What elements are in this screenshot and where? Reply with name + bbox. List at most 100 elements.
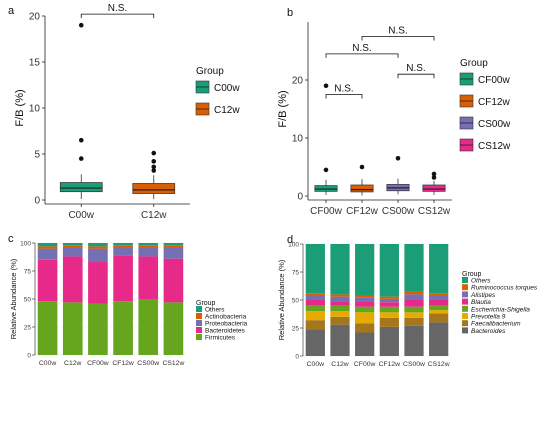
bar-segment-escherichia-shigella xyxy=(379,306,399,313)
box-outlier xyxy=(78,22,84,28)
legend-label: CS00w xyxy=(478,119,511,130)
legend-swatch xyxy=(462,327,468,334)
bar-segment-others xyxy=(88,243,108,247)
y-tick-label: 25 xyxy=(292,326,300,333)
significance-bracket xyxy=(361,36,435,41)
y-tick-label: 25 xyxy=(24,325,32,332)
bar-segment-actinobacteria xyxy=(113,245,133,248)
box-outlier xyxy=(151,164,157,170)
box-outlier xyxy=(78,137,84,143)
bar-segment-bacteroidetes xyxy=(37,259,58,302)
bar-segment-actinobacteria xyxy=(138,245,159,248)
panel-d-stacked-bar: d 0 25 50 75 100 Relative Abundance (%) C00w C12… xyxy=(277,234,538,368)
y-tick-label: 0 xyxy=(27,353,31,360)
box-cf12w xyxy=(350,184,374,193)
bar-segment-others xyxy=(355,244,375,296)
box-outlier xyxy=(151,168,157,173)
bar-segment-firmicutes xyxy=(88,303,108,355)
significance-bracket xyxy=(397,73,435,79)
bar-segment-others xyxy=(330,244,350,295)
significance-label: N.S. xyxy=(108,3,127,14)
bar-segment-prevotella-9 xyxy=(355,312,375,324)
bar-segment-firmicutes xyxy=(113,301,133,355)
y-tick-label: 5 xyxy=(34,150,40,161)
significance-bracket xyxy=(80,13,155,19)
x-tick-label: C12w xyxy=(331,361,348,368)
bar-segment-firmicutes xyxy=(37,301,58,355)
legend-label: CS12w xyxy=(478,141,511,152)
bar-segment-bacteroides xyxy=(379,326,399,356)
bar-segment-ruminococcus-torques xyxy=(404,291,424,295)
box-outlier xyxy=(323,167,329,173)
y-tick-label: 50 xyxy=(292,298,300,305)
x-tick-label: C12w xyxy=(64,360,81,367)
bar-segment-proteobacteria xyxy=(113,247,133,256)
legend-swatch xyxy=(462,298,468,305)
bar-segment-others xyxy=(379,244,399,297)
bar-segment-alistipes xyxy=(429,295,449,300)
significance-label: N.S. xyxy=(334,84,353,95)
bar-segment-ruminococcus-torques xyxy=(429,293,449,296)
x-tick-label: CS00w xyxy=(137,360,159,367)
x-tick-label: CF12w xyxy=(346,206,378,217)
y-axis-label: F/B (%) xyxy=(277,90,289,127)
bar-segment-bacteroides xyxy=(355,332,375,356)
legend-swatch xyxy=(196,334,202,340)
bar-segment-firmicutes xyxy=(163,302,184,355)
panel-label-c: c xyxy=(8,233,14,245)
legend-label: Bacteroidetes xyxy=(205,328,245,335)
x-tick-label: CS12w xyxy=(428,361,450,368)
y-tick-label: 0 xyxy=(34,196,40,207)
y-axis-label: Relative Abundance (%) xyxy=(9,258,18,339)
bar-segment-alistipes xyxy=(305,295,325,300)
box-cs12w xyxy=(422,184,446,192)
x-tick-label: CS00w xyxy=(382,206,415,217)
box-outlier xyxy=(359,164,365,170)
significance-label: N.S. xyxy=(388,26,407,37)
bar-segment-others xyxy=(37,243,58,247)
legend-label: Others xyxy=(471,278,491,285)
bar-segment-proteobacteria xyxy=(138,247,159,257)
x-tick-label: CF00w xyxy=(354,361,376,368)
y-axis-label: Relative Abundance (%) xyxy=(277,259,286,340)
bar-segment-bacteroidetes xyxy=(88,262,108,304)
box-outlier xyxy=(151,159,157,164)
y-tick-label: 10 xyxy=(292,134,304,145)
legend-label: Faecalibacterium xyxy=(471,321,521,328)
bar-segment-proteobacteria xyxy=(163,247,184,259)
bar-segment-proteobacteria xyxy=(88,248,108,263)
legend-title: Group xyxy=(460,58,488,69)
bar-segment-faecalibacterium xyxy=(429,313,449,323)
legend-swatch xyxy=(196,313,202,319)
bar-segment-bacteroidetes xyxy=(113,255,133,302)
bar-segment-others xyxy=(163,243,184,246)
legend-label: Prevotella 9 xyxy=(471,314,506,321)
bar-segment-bacteroidetes xyxy=(62,256,83,303)
box-outlier xyxy=(431,175,437,180)
bar-segment-actinobacteria xyxy=(62,245,83,248)
bar-segment-bacteroides xyxy=(330,324,350,356)
bar-segment-escherichia-shigella xyxy=(429,305,449,311)
legend-label: C12w xyxy=(214,105,240,116)
legend-title: Group xyxy=(462,271,482,278)
legend-label: Actinobacteria xyxy=(205,314,247,321)
bar-segment-others xyxy=(305,244,325,294)
y-tick-label: 10 xyxy=(29,104,41,115)
x-tick-label: C00w xyxy=(307,361,324,368)
panel-label-d: d xyxy=(287,234,293,246)
bar-segment-bacteroides xyxy=(429,322,449,356)
legend-label: Proteobacteria xyxy=(205,321,248,328)
bar-segment-faecalibacterium xyxy=(404,317,424,326)
bar-segment-alistipes xyxy=(330,296,350,302)
legend-label: Others xyxy=(205,307,225,314)
legend-label: CF12w xyxy=(478,97,510,108)
bar-segment-proteobacteria xyxy=(62,247,83,257)
bar-segment-faecalibacterium xyxy=(330,316,350,325)
legend-swatch xyxy=(196,327,202,333)
box-outlier xyxy=(78,156,84,161)
legend-swatch xyxy=(462,284,468,291)
y-tick-label: 0 xyxy=(297,192,303,203)
bar-segment-blautia xyxy=(330,301,350,306)
box-outlier xyxy=(151,150,157,156)
box-c00w xyxy=(59,182,103,193)
